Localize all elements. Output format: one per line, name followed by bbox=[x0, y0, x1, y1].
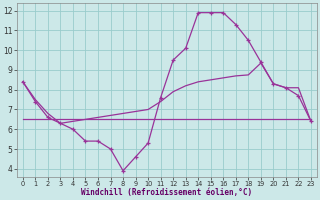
X-axis label: Windchill (Refroidissement éolien,°C): Windchill (Refroidissement éolien,°C) bbox=[81, 188, 252, 197]
